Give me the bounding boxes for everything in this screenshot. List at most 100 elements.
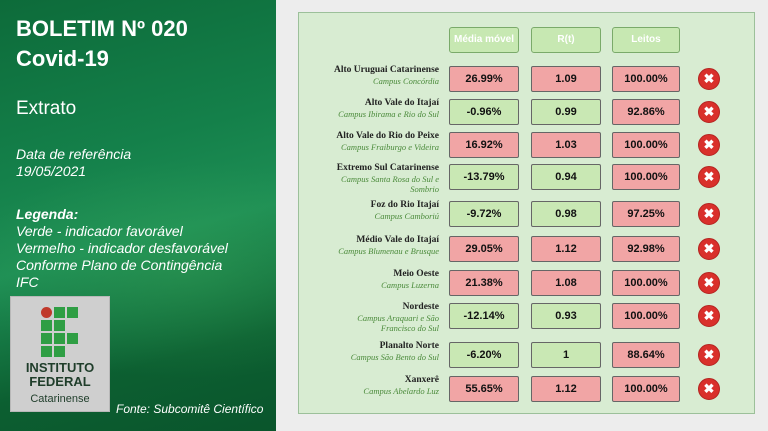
x-status-icon: ✖ bbox=[698, 134, 720, 156]
region-name: Meio Oeste bbox=[393, 269, 439, 279]
leitos-cell: 100.00% bbox=[612, 376, 680, 402]
media-movel-cell: 21.38% bbox=[449, 270, 519, 296]
campus-name: Campus Concórdia bbox=[372, 76, 439, 86]
leitos-cell: 100.00% bbox=[612, 66, 680, 92]
leitos-cell: 97.25% bbox=[612, 201, 680, 227]
region-name: Xanxerê bbox=[404, 375, 439, 385]
table-row: Extremo Sul Catarinense Campus Santa Rosa… bbox=[299, 163, 754, 195]
region-label: Xanxerê Campus Abelardo Luz bbox=[303, 375, 439, 396]
x-status-icon: ✖ bbox=[698, 238, 720, 260]
media-movel-cell: 26.99% bbox=[449, 66, 519, 92]
rt-cell: 1.09 bbox=[531, 66, 601, 92]
media-movel-cell: -6.20% bbox=[449, 342, 519, 368]
table-row: Meio Oeste Campus Luzerna 21.38% 1.08 100.00… bbox=[299, 269, 754, 301]
leitos-cell: 100.00% bbox=[612, 303, 680, 329]
media-movel-cell: -9.72% bbox=[449, 201, 519, 227]
column-header-leitos: Leitos bbox=[612, 27, 680, 53]
reference-date: Data de referência 19/05/2021 bbox=[16, 146, 131, 180]
leitos-cell: 88.64% bbox=[612, 342, 680, 368]
leitos-cell: 100.00% bbox=[612, 270, 680, 296]
x-status-icon: ✖ bbox=[698, 344, 720, 366]
campus-name-cont: Francisco do Sul bbox=[380, 323, 439, 333]
x-status-icon: ✖ bbox=[698, 203, 720, 225]
media-movel-cell: 29.05% bbox=[449, 236, 519, 262]
table-row: Xanxerê Campus Abelardo Luz 55.65% 1.12 100.… bbox=[299, 375, 754, 407]
legend-plan-line2: IFC bbox=[16, 274, 39, 290]
campus-name-cont: Sombrio bbox=[410, 184, 439, 194]
x-status-icon: ✖ bbox=[698, 166, 720, 188]
campus-name: Campus Araquari e São bbox=[357, 313, 439, 323]
rt-cell: 1.12 bbox=[531, 236, 601, 262]
date-label: Data de referência bbox=[16, 146, 132, 162]
column-header-rt: R(t) bbox=[531, 27, 601, 53]
legend-green: Verde - indicador favorável bbox=[16, 223, 183, 239]
rt-cell: 0.98 bbox=[531, 201, 601, 227]
region-label: Alto Uruguai Catarinense Campus Concórdia bbox=[303, 65, 439, 86]
campus-name: Campus Fraiburgo e Videira bbox=[341, 142, 439, 152]
bulletin-number: BOLETIM Nº 020 bbox=[16, 16, 188, 41]
region-name: Nordeste bbox=[402, 302, 439, 312]
leitos-cell: 92.98% bbox=[612, 236, 680, 262]
x-status-icon: ✖ bbox=[698, 68, 720, 90]
region-name: Extremo Sul Catarinense bbox=[336, 163, 439, 173]
media-movel-cell: -13.79% bbox=[449, 164, 519, 190]
region-label: Alto Vale do Itajaí Campus Ibirama e Rio … bbox=[303, 98, 439, 119]
logo-line3: Catarinense bbox=[30, 393, 90, 405]
campus-name: Campus São Bento do Sul bbox=[350, 352, 439, 362]
column-header-media: Média móvel bbox=[449, 27, 519, 53]
leitos-cell: 92.86% bbox=[612, 99, 680, 125]
region-name: Alto Vale do Rio do Peixe bbox=[336, 131, 439, 141]
leitos-cell: 100.00% bbox=[612, 164, 680, 190]
indicators-table: Média móvel R(t) Leitos Alto Uruguai Cat… bbox=[298, 12, 755, 414]
date-value: 19/05/2021 bbox=[16, 163, 87, 179]
leitos-cell: 100.00% bbox=[612, 132, 680, 158]
legend-red: Vermelho - indicador desfavorável bbox=[16, 240, 228, 256]
x-status-icon: ✖ bbox=[698, 101, 720, 123]
region-name: Alto Vale do Itajaí bbox=[364, 98, 439, 108]
table-row: Foz do Rio Itajaí Campus Camboriú -9.72% 0.… bbox=[299, 200, 754, 232]
region-name: Planalto Norte bbox=[379, 341, 439, 351]
media-movel-cell: -12.14% bbox=[449, 303, 519, 329]
campus-name: Campus Abelardo Luz bbox=[363, 386, 439, 396]
logo-line2: FEDERAL bbox=[29, 374, 91, 389]
region-label: Extremo Sul Catarinense Campus Santa Rosa… bbox=[303, 163, 439, 194]
media-movel-cell: 55.65% bbox=[449, 376, 519, 402]
region-name: Alto Uruguai Catarinense bbox=[333, 65, 439, 75]
table-row: Alto Vale do Itajaí Campus Ibirama e Rio … bbox=[299, 98, 754, 130]
campus-name: Campus Ibirama e Rio do Sul bbox=[338, 109, 439, 119]
rt-cell: 0.93 bbox=[531, 303, 601, 329]
campus-name: Campus Blumenau e Brusque bbox=[338, 246, 439, 256]
section-subtitle: Extrato bbox=[16, 98, 77, 119]
rt-cell: 1.03 bbox=[531, 132, 601, 158]
table-row: Alto Vale do Rio do Peixe Campus Fraiburg… bbox=[299, 131, 754, 163]
x-status-icon: ✖ bbox=[698, 272, 720, 294]
bulletin-title: BOLETIM Nº 020 Covid-19 bbox=[16, 14, 188, 74]
table-row: Planalto Norte Campus São Bento do Sul -6.… bbox=[299, 341, 754, 373]
campus-name: Campus Luzerna bbox=[381, 280, 439, 290]
logo-text: INSTITUTO FEDERAL bbox=[11, 361, 109, 389]
region-label: Nordeste Campus Araquari e São Francisco d… bbox=[303, 302, 439, 333]
rt-cell: 1.08 bbox=[531, 270, 601, 296]
ifc-logo: INSTITUTO FEDERAL Catarinense bbox=[10, 296, 110, 412]
region-label: Médio Vale do Itajaí Campus Blumenau e Br… bbox=[303, 235, 439, 256]
x-status-icon: ✖ bbox=[698, 378, 720, 400]
table-row: Alto Uruguai Catarinense Campus Concórdia… bbox=[299, 65, 754, 97]
rt-cell: 0.94 bbox=[531, 164, 601, 190]
legend-plan-line1: Conforme Plano de Contingência bbox=[16, 257, 223, 273]
legend-title: Legenda: bbox=[16, 206, 79, 222]
region-label: Planalto Norte Campus São Bento do Sul bbox=[303, 341, 439, 362]
legend: Legenda: Verde - indicador favorável Ver… bbox=[16, 206, 228, 291]
logo-grid-icon bbox=[41, 307, 81, 357]
region-label: Foz do Rio Itajaí Campus Camboriú bbox=[303, 200, 439, 221]
media-movel-cell: -0.96% bbox=[449, 99, 519, 125]
rt-cell: 1.12 bbox=[531, 376, 601, 402]
table-row: Nordeste Campus Araquari e São Francisco d… bbox=[299, 302, 754, 334]
table-row: Médio Vale do Itajaí Campus Blumenau e Br… bbox=[299, 235, 754, 267]
campus-name: Campus Santa Rosa do Sul e bbox=[341, 174, 439, 184]
rt-cell: 0.99 bbox=[531, 99, 601, 125]
region-label: Meio Oeste Campus Luzerna bbox=[303, 269, 439, 290]
source-note: Fonte: Subcomitê Científico bbox=[116, 402, 264, 416]
left-info-panel: BOLETIM Nº 020 Covid-19 Extrato Data de … bbox=[0, 0, 276, 431]
rt-cell: 1 bbox=[531, 342, 601, 368]
media-movel-cell: 16.92% bbox=[449, 132, 519, 158]
